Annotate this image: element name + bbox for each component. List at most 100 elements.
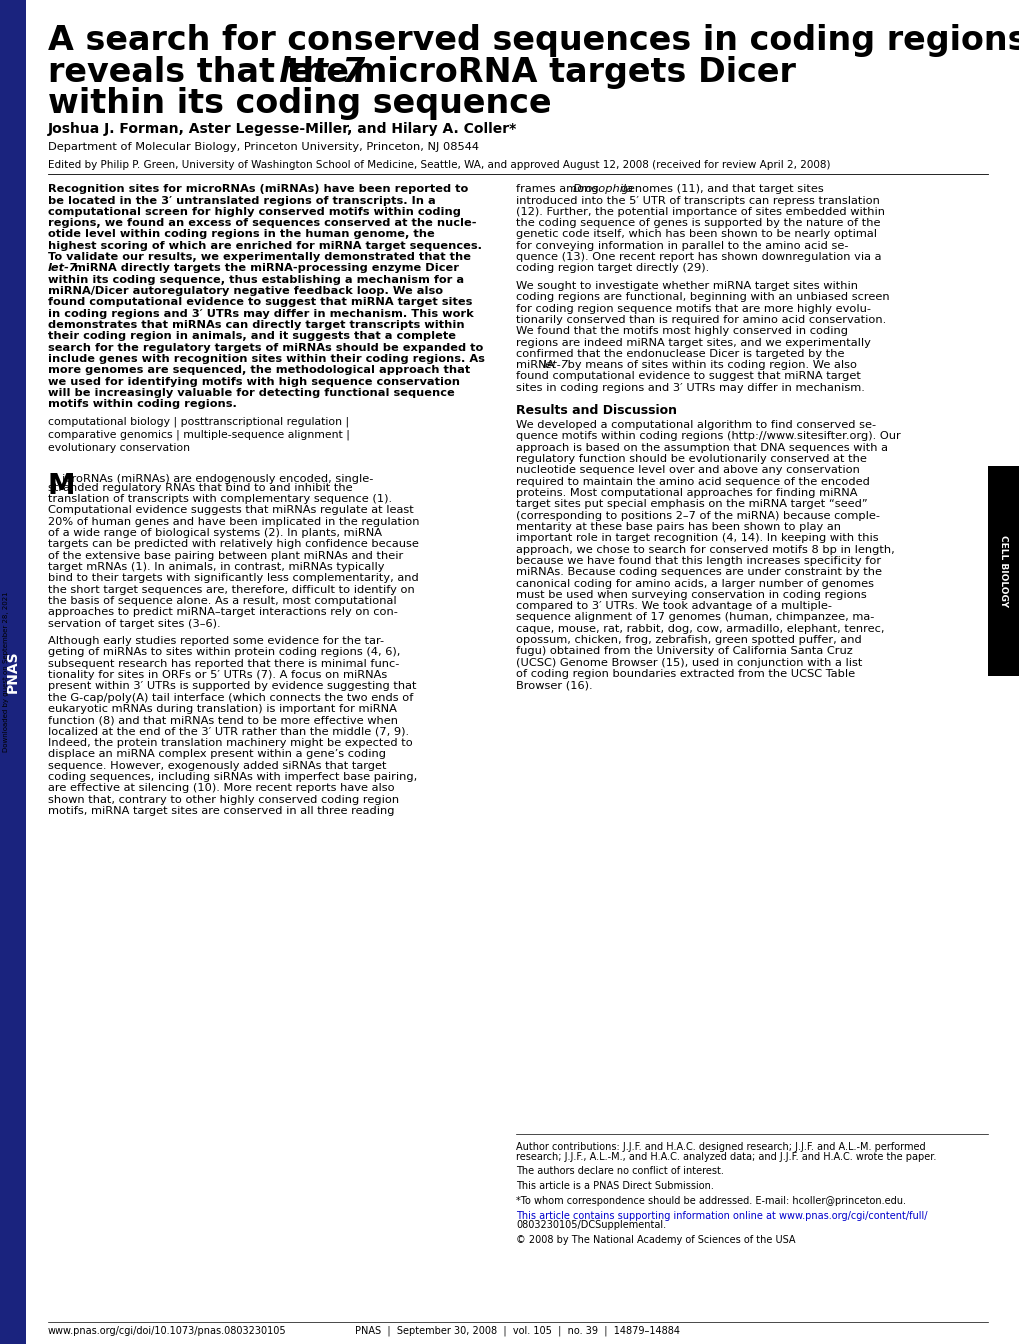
Text: of a wide range of biological systems (2). In plants, miRNA: of a wide range of biological systems (2… <box>48 528 382 538</box>
Text: displace an miRNA complex present within a gene’s coding: displace an miRNA complex present within… <box>48 750 385 759</box>
Text: will be increasingly valuable for detecting functional sequence: will be increasingly valuable for detect… <box>48 388 454 398</box>
Text: frames among: frames among <box>516 184 601 195</box>
Text: their coding region in animals, and it suggests that a complete: their coding region in animals, and it s… <box>48 332 455 341</box>
Text: motifs within coding regions.: motifs within coding regions. <box>48 399 236 409</box>
Text: This article is a PNAS Direct Submission.: This article is a PNAS Direct Submission… <box>516 1181 713 1191</box>
Text: PNAS: PNAS <box>6 650 20 694</box>
Text: miRNAs. Because coding sequences are under constraint by the: miRNAs. Because coding sequences are und… <box>516 567 881 577</box>
Text: fugu) obtained from the University of California Santa Cruz: fugu) obtained from the University of Ca… <box>516 646 852 656</box>
Text: (corresponding to positions 2–7 of the miRNA) because comple-: (corresponding to positions 2–7 of the m… <box>516 511 879 520</box>
Text: www.pnas.org/cgi/doi/10.1073/pnas.0803230105: www.pnas.org/cgi/doi/10.1073/pnas.080323… <box>48 1327 286 1336</box>
Text: of coding region boundaries extracted from the UCSC Table: of coding region boundaries extracted fr… <box>516 669 854 679</box>
Text: compared to 3′ UTRs. We took advantage of a multiple-: compared to 3′ UTRs. We took advantage o… <box>516 601 832 612</box>
Text: function (8) and that miRNAs tend to be more effective when: function (8) and that miRNAs tend to be … <box>48 715 397 726</box>
Text: present within 3′ UTRs is supported by evidence suggesting that: present within 3′ UTRs is supported by e… <box>48 681 416 691</box>
Text: miRNA directly targets the miRNA-processing enzyme Dicer: miRNA directly targets the miRNA-process… <box>70 263 459 273</box>
Text: opossum, chicken, frog, zebrafish, green spotted puffer, and: opossum, chicken, frog, zebrafish, green… <box>516 636 861 645</box>
Text: sites in coding regions and 3′ UTRs may differ in mechanism.: sites in coding regions and 3′ UTRs may … <box>516 383 864 392</box>
Text: of the extensive base pairing between plant miRNAs and their: of the extensive base pairing between pl… <box>48 551 403 560</box>
Text: eukaryotic mRNAs during translation) is important for miRNA: eukaryotic mRNAs during translation) is … <box>48 704 396 714</box>
Text: tionarily conserved than is required for amino acid conservation.: tionarily conserved than is required for… <box>516 314 886 325</box>
Text: Although early studies reported some evidence for the tar-: Although early studies reported some evi… <box>48 636 384 646</box>
Text: Drosophila: Drosophila <box>573 184 634 195</box>
Text: Author contributions: J.J.F. and H.A.C. designed research; J.J.F. and A.L.-M. pe: Author contributions: J.J.F. and H.A.C. … <box>516 1142 924 1152</box>
Text: found computational evidence to suggest that miRNA target: found computational evidence to suggest … <box>516 371 860 382</box>
Text: miRNA/Dicer autoregulatory negative feedback loop. We also: miRNA/Dicer autoregulatory negative feed… <box>48 286 442 296</box>
Text: We developed a computational algorithm to find conserved se-: We developed a computational algorithm t… <box>516 421 875 430</box>
Text: include genes with recognition sites within their coding regions. As: include genes with recognition sites wit… <box>48 353 484 364</box>
Text: more genomes are sequenced, the methodological approach that: more genomes are sequenced, the methodol… <box>48 366 470 375</box>
Text: within its coding sequence: within its coding sequence <box>48 87 551 121</box>
Text: because we have found that this length increases specificity for: because we have found that this length i… <box>516 556 880 566</box>
Text: nucleotide sequence level over and above any conservation: nucleotide sequence level over and above… <box>516 465 859 476</box>
Text: Department of Molecular Biology, Princeton University, Princeton, NJ 08544: Department of Molecular Biology, Princet… <box>48 142 479 152</box>
Text: A search for conserved sequences in coding regions: A search for conserved sequences in codi… <box>48 24 1019 56</box>
Text: stranded regulatory RNAs that bind to and inhibit the: stranded regulatory RNAs that bind to an… <box>48 482 353 493</box>
Text: the coding sequence of genes is supported by the nature of the: the coding sequence of genes is supporte… <box>516 218 879 228</box>
Text: target sites put special emphasis on the miRNA target “seed”: target sites put special emphasis on the… <box>516 500 867 509</box>
Text: Computational evidence suggests that miRNAs regulate at least: Computational evidence suggests that miR… <box>48 505 414 516</box>
Text: Recognition sites for microRNAs (miRNAs) have been reported to: Recognition sites for microRNAs (miRNAs)… <box>48 184 468 195</box>
Text: © 2008 by The National Academy of Sciences of the USA: © 2008 by The National Academy of Scienc… <box>516 1235 795 1246</box>
Text: caque, mouse, rat, rabbit, dog, cow, armadillo, elephant, tenrec,: caque, mouse, rat, rabbit, dog, cow, arm… <box>516 624 883 634</box>
Bar <box>987 466 1019 676</box>
Text: quence (13). One recent report has shown downregulation via a: quence (13). One recent report has shown… <box>516 253 880 262</box>
Text: bind to their targets with significantly less complementarity, and: bind to their targets with significantly… <box>48 574 419 583</box>
Text: localized at the end of the 3′ UTR rather than the middle (7, 9).: localized at the end of the 3′ UTR rathe… <box>48 727 409 737</box>
Text: computational biology | posttranscriptional regulation |: computational biology | posttranscriptio… <box>48 417 348 427</box>
Text: Browser (16).: Browser (16). <box>516 680 592 691</box>
Text: within its coding sequence, thus establishing a mechanism for a: within its coding sequence, thus establi… <box>48 274 464 285</box>
Text: 0803230105/DCSupplemental.: 0803230105/DCSupplemental. <box>516 1220 665 1231</box>
Text: The authors declare no conflict of interest.: The authors declare no conflict of inter… <box>516 1167 723 1176</box>
Text: To validate our results, we experimentally demonstrated that the: To validate our results, we experimental… <box>48 253 471 262</box>
Text: tionality for sites in ORFs or 5′ UTRs (7). A focus on miRNAs: tionality for sites in ORFs or 5′ UTRs (… <box>48 671 387 680</box>
Text: targets can be predicted with relatively high confidence because: targets can be predicted with relatively… <box>48 539 419 550</box>
Text: This article contains supporting information online at www.pnas.org/cgi/content/: This article contains supporting informa… <box>516 1211 926 1220</box>
Text: approach, we chose to search for conserved motifs 8 bp in length,: approach, we chose to search for conserv… <box>516 544 894 555</box>
Text: *To whom correspondence should be addressed. E-mail: hcoller@princeton.edu.: *To whom correspondence should be addres… <box>516 1196 905 1206</box>
Text: Indeed, the protein translation machinery might be expected to: Indeed, the protein translation machiner… <box>48 738 413 749</box>
Text: let-7: let-7 <box>48 263 77 273</box>
Text: Edited by Philip P. Green, University of Washington School of Medicine, Seattle,: Edited by Philip P. Green, University of… <box>48 160 829 171</box>
Text: important role in target recognition (4, 14). In keeping with this: important role in target recognition (4,… <box>516 534 877 543</box>
Text: required to maintain the amino acid sequence of the encoded: required to maintain the amino acid sequ… <box>516 477 869 487</box>
Text: by means of sites within its coding region. We also: by means of sites within its coding regi… <box>564 360 856 370</box>
Text: sequence. However, exogenously added siRNAs that target: sequence. However, exogenously added siR… <box>48 761 386 770</box>
Text: coding regions are functional, beginning with an unbiased screen: coding regions are functional, beginning… <box>516 292 889 302</box>
Text: CELL BIOLOGY: CELL BIOLOGY <box>999 535 1008 607</box>
Text: research; J.J.F., A.L.-M., and H.A.C. analyzed data; and J.J.F. and H.A.C. wrote: research; J.J.F., A.L.-M., and H.A.C. an… <box>516 1152 935 1161</box>
Text: let-7: let-7 <box>542 360 568 370</box>
Text: microRNA targets Dicer: microRNA targets Dicer <box>340 55 795 89</box>
Text: servation of target sites (3–6).: servation of target sites (3–6). <box>48 618 220 629</box>
Text: subsequent research has reported that there is minimal func-: subsequent research has reported that th… <box>48 659 399 669</box>
Text: quence motifs within coding regions (http://www.sitesifter.org). Our: quence motifs within coding regions (htt… <box>516 431 900 441</box>
Text: in coding regions and 3′ UTRs may differ in mechanism. This work: in coding regions and 3′ UTRs may differ… <box>48 309 473 319</box>
Text: must be used when surveying conservation in coding regions: must be used when surveying conservation… <box>516 590 866 599</box>
Text: proteins. Most computational approaches for finding miRNA: proteins. Most computational approaches … <box>516 488 857 499</box>
Text: We sought to investigate whether miRNA target sites within: We sought to investigate whether miRNA t… <box>516 281 857 290</box>
Text: approach is based on the assumption that DNA sequences with a: approach is based on the assumption that… <box>516 442 888 453</box>
Text: miRNA: miRNA <box>516 360 557 370</box>
Text: Downloaded by guest on September 28, 2021: Downloaded by guest on September 28, 202… <box>3 591 9 753</box>
Bar <box>0 0 25 1344</box>
Text: icroRNAs (miRNAs) are endogenously encoded, single-: icroRNAs (miRNAs) are endogenously encod… <box>62 473 373 484</box>
Text: for coding region sequence motifs that are more highly evolu-: for coding region sequence motifs that a… <box>516 304 870 313</box>
Text: coding region target directly (29).: coding region target directly (29). <box>516 263 708 273</box>
Text: regions are indeed miRNA target sites, and we experimentally: regions are indeed miRNA target sites, a… <box>516 337 870 348</box>
Text: 20% of human genes and have been implicated in the regulation: 20% of human genes and have been implica… <box>48 517 419 527</box>
Text: genomes (11), and that target sites: genomes (11), and that target sites <box>616 184 823 195</box>
Text: be located in the 3′ untranslated regions of transcripts. In a: be located in the 3′ untranslated region… <box>48 195 435 206</box>
Text: M: M <box>48 472 75 500</box>
Text: computational screen for highly conserved motifs within coding: computational screen for highly conserve… <box>48 207 461 216</box>
Text: mentarity at these base pairs has been shown to play an: mentarity at these base pairs has been s… <box>516 521 841 532</box>
Text: canonical coding for amino acids, a larger number of genomes: canonical coding for amino acids, a larg… <box>516 578 873 589</box>
Text: evolutionary conservation: evolutionary conservation <box>48 442 190 453</box>
Text: the basis of sequence alone. As a result, most computational: the basis of sequence alone. As a result… <box>48 595 396 606</box>
Text: motifs, miRNA target sites are conserved in all three reading: motifs, miRNA target sites are conserved… <box>48 806 394 816</box>
Text: regions, we found an excess of sequences conserved at the nucle-: regions, we found an excess of sequences… <box>48 218 476 228</box>
Text: we used for identifying motifs with high sequence conservation: we used for identifying motifs with high… <box>48 376 460 387</box>
Text: PNAS  |  September 30, 2008  |  vol. 105  |  no. 39  |  14879–14884: PNAS | September 30, 2008 | vol. 105 | n… <box>356 1327 680 1336</box>
Text: genetic code itself, which has been shown to be nearly optimal: genetic code itself, which has been show… <box>516 230 876 239</box>
Text: Results and Discussion: Results and Discussion <box>516 405 677 417</box>
Text: regulatory function should be evolutionarily conserved at the: regulatory function should be evolutiona… <box>516 454 866 464</box>
